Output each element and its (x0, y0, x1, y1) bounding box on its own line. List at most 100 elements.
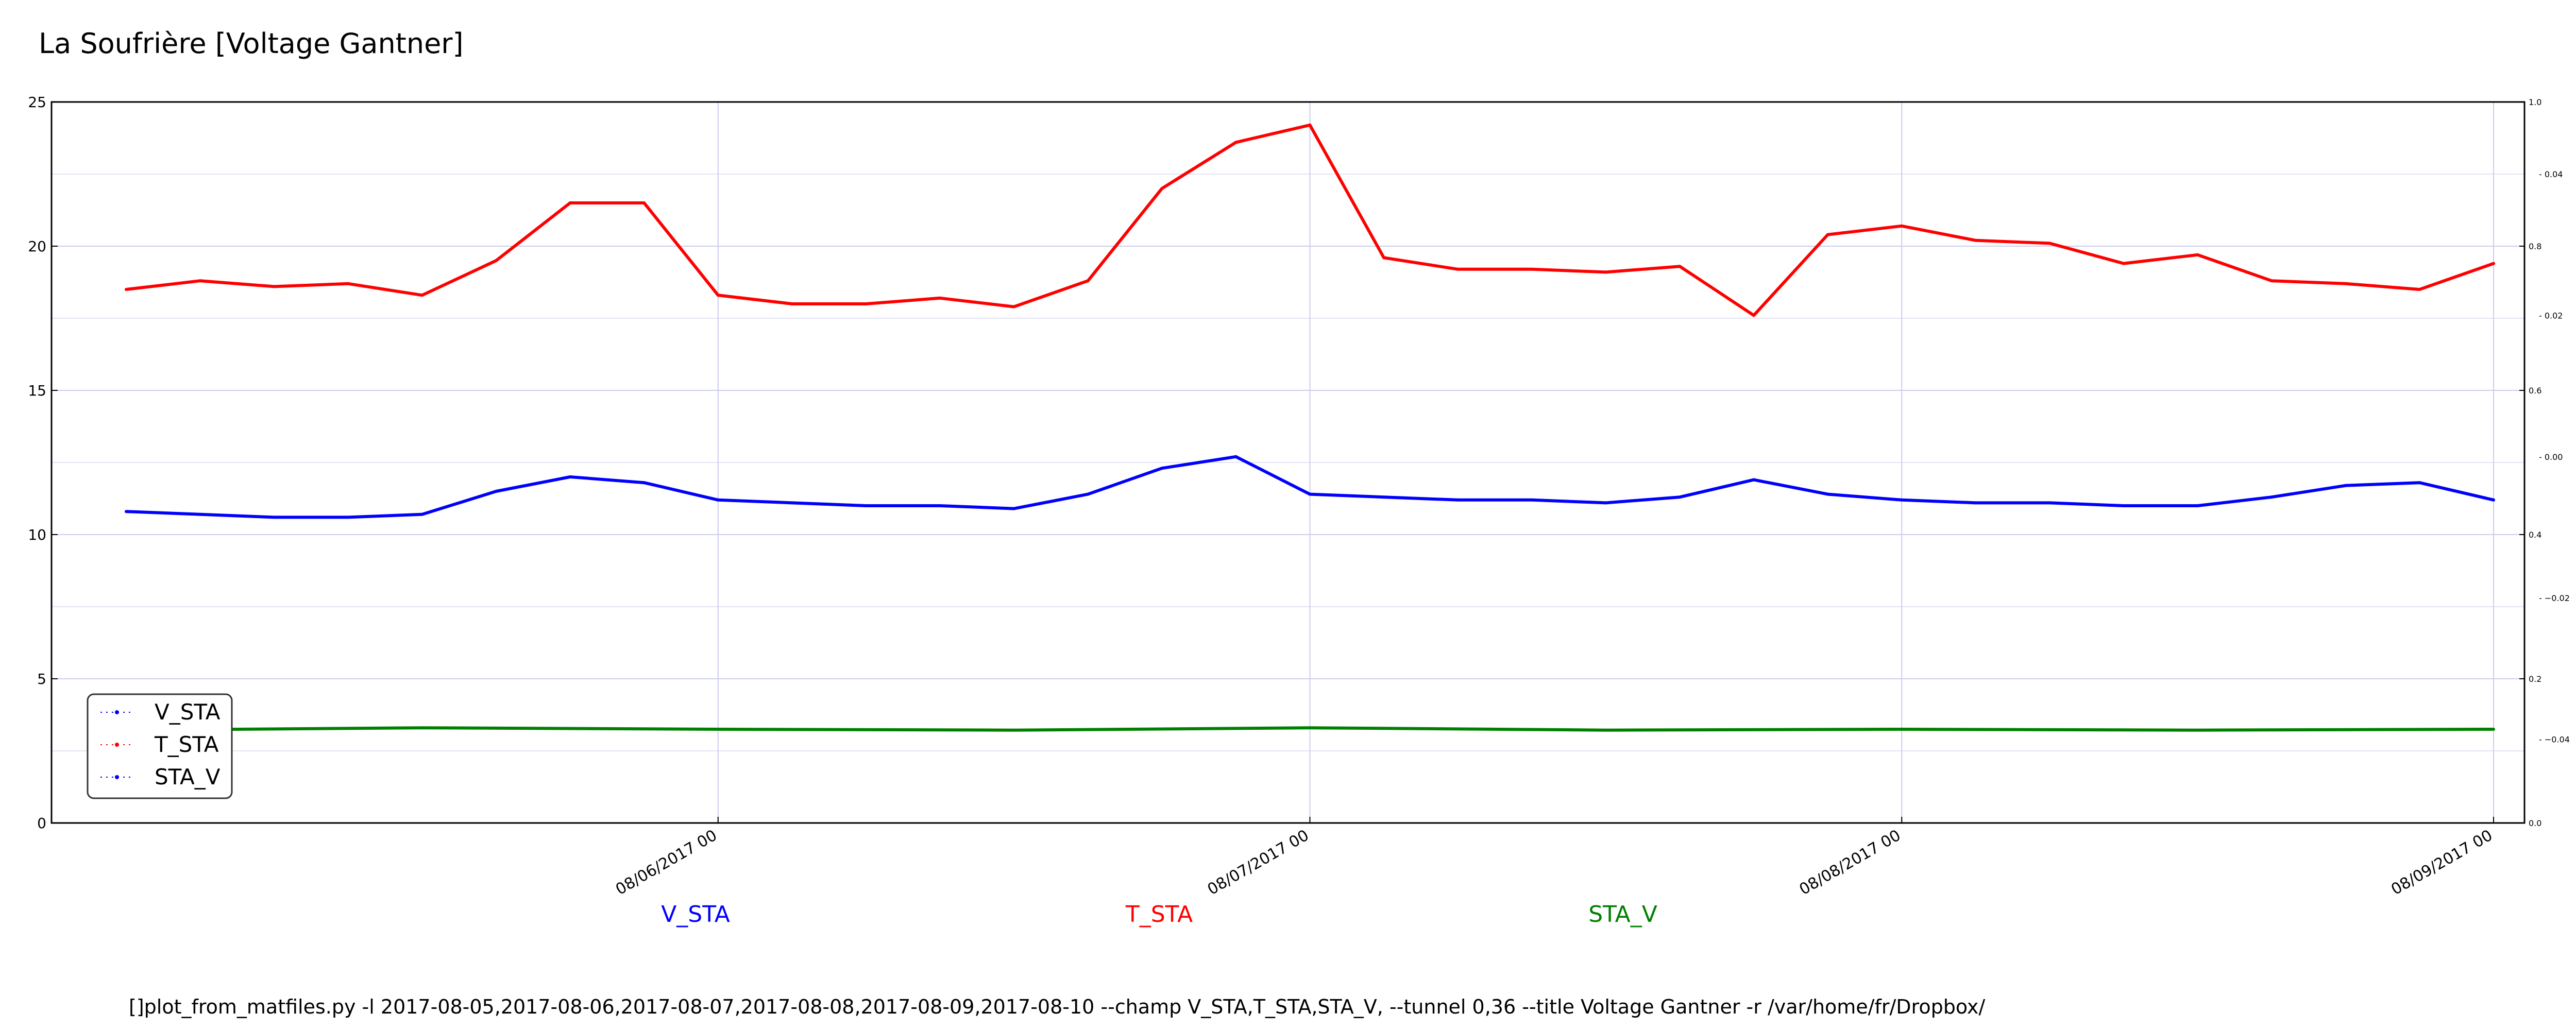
right-inner-tick-label: - −0.02 (2539, 593, 2570, 603)
data-point-v-sta (494, 490, 498, 493)
data-point-v-sta (1382, 495, 1386, 499)
right-tick-label: 1.0 (2529, 97, 2541, 107)
series-labels: V_STA T_STA STA_V (661, 901, 1657, 928)
data-point-v-sta (420, 512, 424, 516)
legend: V_STA T_STA STA_V (87, 693, 233, 799)
legend-label: V_STA (155, 699, 221, 725)
data-point-t-sta (1974, 238, 1977, 242)
data-point-t-sta (2492, 262, 2495, 265)
data-point-t-sta (642, 201, 646, 204)
data-point-t-sta (2122, 262, 2126, 265)
data-point-v-sta (716, 498, 720, 502)
data-point-v-sta (1604, 501, 1607, 505)
data-point-sta-v (420, 726, 424, 730)
x-tick-label: 08/07/2017 00 (1205, 827, 1312, 899)
data-point-v-sta (2492, 498, 2495, 502)
legend-box (87, 693, 233, 799)
data-point-sta-v (1012, 728, 1016, 732)
data-point-t-sta (273, 285, 276, 288)
data-point-v-sta (1900, 498, 1904, 502)
right-axis: 1.0 0.8 0.6 0.4 0.2 0.0 - 0.04 - 0.02 - 0.00 - −0… (2519, 97, 2570, 828)
right-tick-label: 0.8 (2529, 242, 2541, 251)
right-inner-tick-label: - 0.02 (2539, 311, 2563, 320)
data-point-v-sta (273, 516, 276, 519)
command-line: []plot_from_matfiles.py -l 2017-08-05,20… (129, 995, 1985, 1018)
x-axis: 08/06/2017 00 08/07/2017 00 08/08/2017 00 0… (613, 817, 2496, 899)
data-point-sta-v (2196, 728, 2199, 732)
series-label-t-sta: T_STA (1125, 901, 1193, 928)
data-point-t-sta (2418, 288, 2421, 291)
data-point-v-sta (1678, 495, 1682, 499)
y-tick-label: 20 (28, 238, 46, 255)
data-point-t-sta (938, 296, 942, 300)
data-point-t-sta (864, 302, 868, 305)
data-point-v-sta (125, 510, 128, 513)
data-point-t-sta (198, 279, 202, 283)
series-label-sta-v: STA_V (1588, 901, 1657, 928)
data-point-v-sta (790, 501, 794, 505)
chart-title: La Soufrière [Voltage Gantner] (39, 27, 464, 60)
legend-marker-dot (115, 743, 119, 747)
data-point-sta-v (716, 728, 720, 731)
data-point-t-sta (1604, 270, 1607, 274)
right-tick-label: 0.6 (2529, 386, 2541, 396)
right-inner-tick-label: - 0.00 (2539, 452, 2563, 462)
y-tick-label: 10 (28, 526, 46, 543)
data-point-t-sta (1678, 265, 1682, 268)
data-point-t-sta (2344, 282, 2347, 285)
data-point-t-sta (1012, 305, 1016, 308)
data-point-v-sta (864, 504, 868, 507)
x-tick-label: 08/08/2017 00 (1797, 827, 1904, 899)
data-point-v-sta (1974, 501, 1977, 505)
data-point-v-sta (1826, 492, 1829, 496)
data-point-t-sta (494, 259, 498, 262)
data-point-v-sta (568, 475, 572, 478)
data-point-t-sta (346, 282, 350, 285)
data-point-v-sta (1234, 455, 1238, 458)
data-point-sta-v (1308, 726, 1312, 730)
data-point-v-sta (2048, 501, 2052, 505)
legend-marker-dot (115, 775, 119, 779)
data-point-v-sta (1530, 498, 1534, 502)
right-inner-tick-label: - 0.04 (2539, 169, 2563, 179)
data-point-t-sta (2048, 242, 2052, 245)
data-point-v-sta (1308, 492, 1312, 496)
legend-label: T_STA (154, 732, 219, 757)
data-point-v-sta (2270, 495, 2274, 499)
data-point-v-sta (1456, 498, 1460, 502)
data-point-v-sta (2344, 484, 2347, 487)
right-inner-tick-label: - −0.04 (2539, 735, 2570, 745)
data-point-v-sta (2418, 481, 2421, 485)
legend-label: STA_V (155, 764, 221, 789)
data-point-v-sta (346, 516, 350, 519)
data-point-t-sta (1234, 141, 1238, 144)
data-point-v-sta (1160, 467, 1164, 470)
data-point-t-sta (1308, 123, 1312, 127)
x-tick-label: 08/09/2017 00 (2388, 827, 2496, 899)
data-point-t-sta (420, 294, 424, 297)
series-label-v-sta: V_STA (661, 901, 730, 928)
right-tick-label: 0.2 (2529, 674, 2541, 684)
grid (52, 101, 2524, 823)
data-point-t-sta (2270, 279, 2274, 283)
data-point-t-sta (1826, 233, 1829, 236)
data-point-v-sta (198, 512, 202, 516)
x-tick-label: 08/06/2017 00 (613, 827, 720, 899)
right-tick-label: 0.4 (2529, 530, 2541, 540)
legend-marker-dot (115, 710, 119, 714)
data-point-t-sta (790, 302, 794, 305)
data-point-t-sta (1900, 224, 1904, 228)
data-point-sta-v (2492, 728, 2495, 731)
data-point-v-sta (1086, 492, 1090, 496)
y-tick-label: 5 (37, 671, 46, 688)
data-point-t-sta (568, 201, 572, 204)
data-point-t-sta (125, 288, 128, 291)
data-point-t-sta (1530, 267, 1534, 271)
data-point-v-sta (1752, 478, 1756, 482)
data-point-sta-v (1604, 728, 1607, 732)
y-tick-label: 15 (28, 382, 46, 399)
y-tick-label: 0 (37, 815, 46, 832)
data-point-t-sta (716, 294, 720, 297)
data-point-v-sta (642, 481, 646, 485)
